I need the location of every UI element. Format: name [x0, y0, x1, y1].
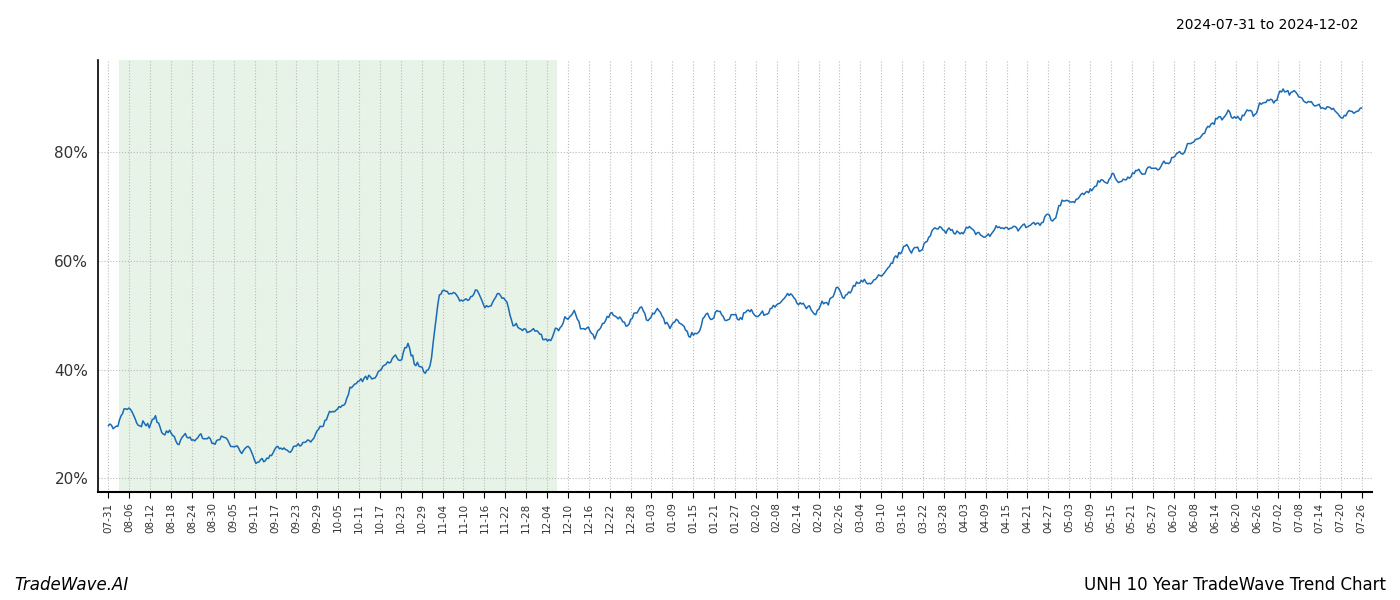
Text: UNH 10 Year TradeWave Trend Chart: UNH 10 Year TradeWave Trend Chart	[1084, 576, 1386, 594]
Text: 2024-07-31 to 2024-12-02: 2024-07-31 to 2024-12-02	[1176, 18, 1358, 32]
Bar	[119, 60, 557, 492]
Text: TradeWave.AI: TradeWave.AI	[14, 576, 129, 594]
